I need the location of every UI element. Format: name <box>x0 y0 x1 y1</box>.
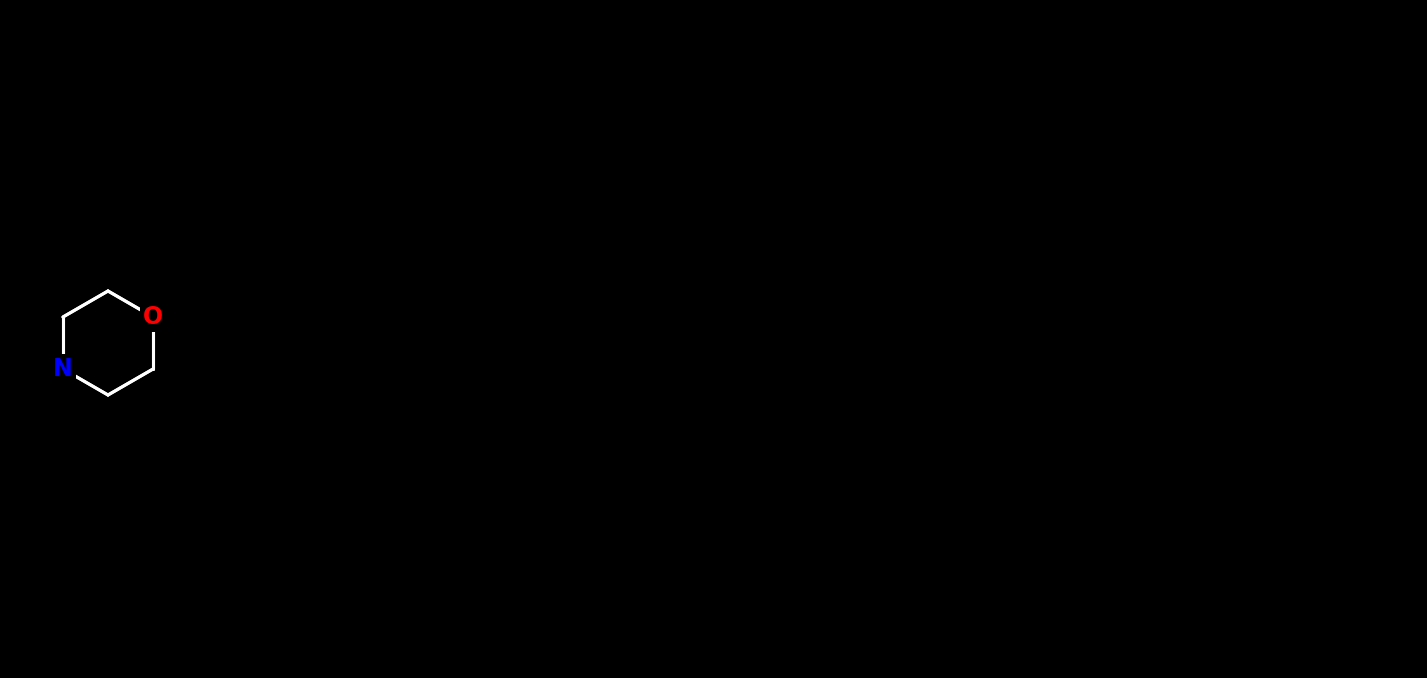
Text: O: O <box>143 305 163 329</box>
Text: O: O <box>143 305 163 329</box>
Text: N: N <box>53 357 73 381</box>
Text: N: N <box>53 357 73 381</box>
